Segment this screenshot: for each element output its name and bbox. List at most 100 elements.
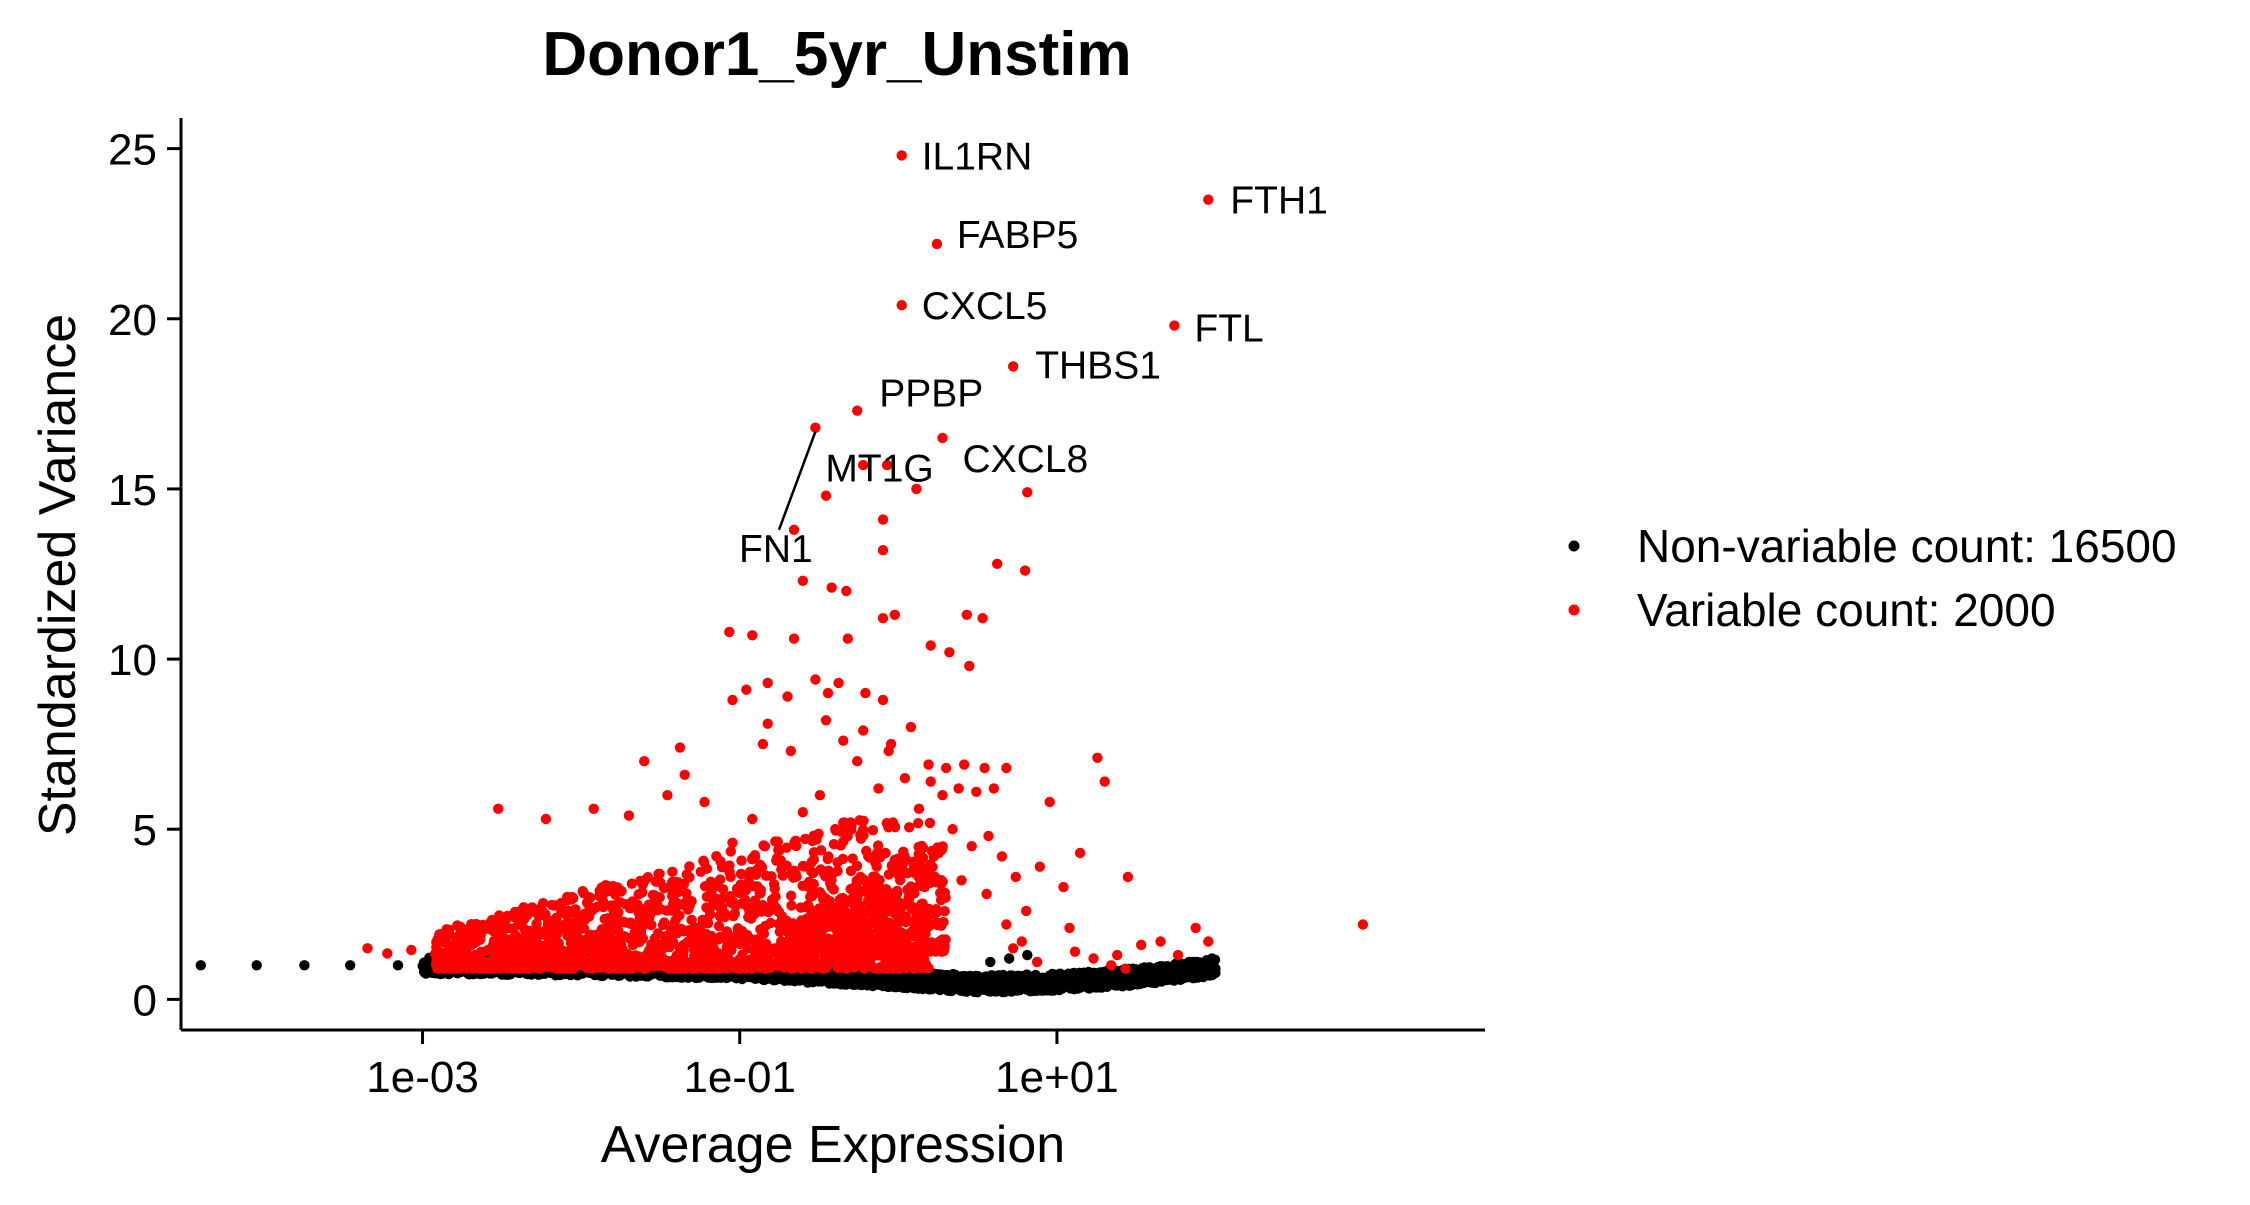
variable-point [736,855,747,866]
variable-point [858,815,869,826]
variable-point [915,960,927,972]
non-variable-point [1127,963,1138,974]
non-variable-point [1027,985,1039,997]
variable-point [923,875,935,887]
variable-point [727,694,738,706]
variable-point [956,875,967,886]
non-variable-point [1111,971,1122,982]
variable-point [527,902,538,913]
y-tick-label: 25 [108,126,157,175]
x-tick-label: 1e-01 [683,1053,796,1102]
gene-label: THBS1 [1035,344,1161,387]
variable-point [889,854,900,866]
labeled-gene-point [896,150,907,161]
variable-point [855,833,867,844]
variable-point [881,924,892,936]
variable-point [822,687,834,699]
variable-point [761,959,772,970]
variable-point [815,845,827,856]
legend-marker-variable [1568,604,1580,616]
variable-point [877,694,889,706]
non-variable-point [829,975,840,986]
variable-point [650,894,661,906]
chart-title: Donor1_5yr_Unstim [542,20,1131,89]
variable-point [940,934,951,945]
variable-point [1001,919,1012,930]
labeled-gene-point [1203,194,1214,205]
non-variable-point [1155,966,1166,978]
variable-point [700,951,711,962]
gene-label: FTL [1194,308,1263,351]
variable-point [848,935,860,946]
non-variable-point [1064,973,1075,985]
variable-point [824,899,835,910]
variable-point [623,932,635,944]
variable-point [964,660,975,672]
variable-point [806,866,817,877]
variable-point [925,919,936,931]
variable-point [626,878,637,889]
variable-point [695,866,706,877]
non-variable-point [1029,976,1041,987]
variable-point [940,762,952,774]
variable-point [789,962,800,973]
variable-point [702,918,714,929]
variable-point [674,910,685,921]
variable-point [983,830,994,842]
variable-point [382,948,393,959]
variable-point [642,872,654,883]
variable-point [431,942,442,953]
variable-point [1044,796,1055,808]
variable-point [445,954,456,965]
variable-point [759,841,771,852]
non-variable-point [1069,984,1080,995]
variable-point [912,818,924,829]
variable-point [621,948,633,959]
variable-point [477,919,489,931]
variable-point [800,954,812,965]
variable-point [637,879,648,890]
variable-point [449,962,460,973]
variable-point [845,817,856,828]
variable-point [839,896,851,908]
variable-point [979,762,990,774]
variable-point [812,959,824,970]
variable-point [835,962,846,973]
variable-point [762,677,773,689]
variable-point [592,939,603,950]
variable-point [875,848,886,859]
variable-point [786,900,797,911]
non-variable-point [973,974,984,985]
variable-point [927,861,938,873]
non-variable-point [1185,963,1197,974]
variable-point [601,937,612,949]
variable-point [775,855,786,866]
variable-point [838,735,849,746]
variable-point [902,884,913,895]
variable-point [944,647,955,658]
gene-label: FTH1 [1230,180,1328,223]
variable-point [1001,762,1012,774]
variable-point [697,962,709,974]
variable-point [860,687,871,699]
variable-point [820,490,832,501]
variable-point [714,910,725,922]
variable-point [624,918,635,929]
variable-point [867,878,878,889]
variable-point [1120,963,1131,974]
non-variable-point [1131,979,1143,990]
non-variable-point [772,973,783,985]
variable-point [914,880,925,891]
variable-point [502,922,513,934]
variable-point [1092,752,1103,763]
labeled-gene-point [810,422,821,433]
variable-point [913,848,924,860]
non-variable-point [1199,960,1210,971]
variable-point [899,773,911,784]
variable-point [699,796,710,808]
variable-point [667,866,678,877]
variable-point [756,906,767,917]
non-variable-point [1178,972,1189,983]
variable-point [551,900,563,911]
variable-point [909,945,920,956]
